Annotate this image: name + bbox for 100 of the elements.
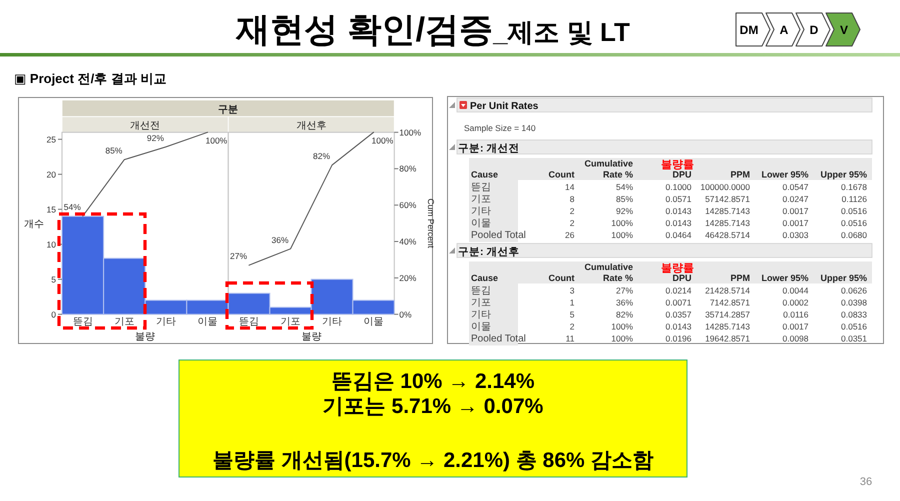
- text: Sample Size = 140: [464, 123, 536, 133]
- data-label: 0.0833: [841, 310, 868, 320]
- data-label: 82%: [616, 310, 634, 320]
- y2-tick-label: 40%: [399, 236, 417, 246]
- data-label: 27%: [616, 286, 634, 296]
- data-label: 0.0116: [783, 310, 809, 320]
- data-label: 100000.0000: [700, 182, 750, 192]
- data-label: 1: [570, 298, 575, 308]
- data-label: 0.1678: [841, 182, 868, 192]
- x-tick-label: 이물: [198, 316, 218, 328]
- text: 재현성 확인/검증: [235, 11, 494, 49]
- data-label: 100%: [372, 135, 394, 146]
- data-label: 0.0017: [782, 206, 809, 216]
- text: Pooled Total: [471, 230, 526, 241]
- data-label: 7142.8571: [710, 298, 750, 308]
- data-label: 14: [565, 182, 575, 192]
- x-tick-label: 뜯김: [72, 316, 93, 328]
- y-tick-label: 10: [46, 239, 56, 250]
- x-tick-label: 기타: [156, 316, 176, 328]
- x-tick-label: 기타: [322, 316, 342, 328]
- data-label: 100%: [611, 334, 634, 344]
- chart-subtitle: 개선전: [130, 120, 160, 132]
- data-label: 0.0098: [782, 334, 809, 344]
- data-label: 0.0464: [666, 230, 692, 240]
- data-label: 0.0143: [666, 218, 692, 228]
- y2-tick-label: 100%: [399, 127, 422, 138]
- data-label: 0.0626: [841, 286, 868, 296]
- text: 기타: [471, 206, 491, 217]
- category-label: Cumulative Rate %: [584, 158, 633, 180]
- y-tick-label: 20: [46, 169, 56, 180]
- data-label: 0.0196: [666, 334, 692, 344]
- y2-tick-label: 80%: [399, 164, 417, 174]
- x-tick-label: 기포: [280, 316, 301, 328]
- category-label: Count: [548, 273, 574, 283]
- data-label: 35714.2857: [705, 310, 750, 320]
- category-label: Cumulative Rate %: [584, 262, 633, 283]
- data-label: 0.0547: [782, 182, 809, 192]
- data-label: 36%: [616, 298, 634, 308]
- data-label: 54%: [616, 182, 634, 192]
- data-label: 36%: [272, 234, 289, 245]
- series-label: 뜯김: [471, 182, 491, 193]
- category-label: Upper 95%: [820, 273, 867, 283]
- data-label: 2: [570, 322, 575, 332]
- category-label: DM: [740, 23, 758, 37]
- data-label: 0.0017: [782, 322, 809, 332]
- y2-tick-label: 0%: [399, 309, 412, 320]
- data-label: 0.0357: [666, 310, 692, 320]
- data-label: 0.0680: [841, 230, 868, 240]
- data-label: 0.0002: [782, 298, 809, 308]
- data-label: 0.0143: [666, 322, 692, 332]
- data-label: 0.0044: [782, 286, 809, 296]
- data-label: 0.0398: [841, 298, 868, 308]
- y-tick-label: 25: [46, 134, 56, 144]
- data-label: 0.0516: [841, 218, 868, 228]
- data-label: 0.0017: [782, 218, 809, 228]
- data-label: 27%: [230, 251, 248, 262]
- data-label: 0.0071: [666, 298, 692, 308]
- category-label: PPM: [730, 273, 750, 283]
- category-label: Lower 95%: [761, 170, 808, 180]
- text: ▣ Project 전/후 결과 비교: [14, 71, 166, 86]
- text: Per Unit Rates: [470, 101, 539, 112]
- y-tick-label: 5: [51, 274, 56, 284]
- data-label: 8: [570, 194, 575, 204]
- category-label: V: [840, 23, 848, 37]
- y2-tick-label: 60%: [399, 200, 417, 210]
- data-label: 14285.7143: [705, 322, 750, 332]
- data-label: 0.1126: [842, 194, 868, 204]
- data-label: 92%: [146, 132, 164, 143]
- data-label: 82%: [313, 151, 330, 162]
- data-label: 2: [570, 206, 575, 216]
- data-label: 46428.5714: [705, 230, 750, 240]
- text: 기포: [471, 194, 491, 205]
- data-label: 92%: [616, 206, 634, 216]
- data-label: 19642.8571: [705, 334, 750, 344]
- data-label: 0.0571: [666, 194, 692, 204]
- y-tick-label: 15: [46, 204, 56, 214]
- text: 기포는 5.71% → 0.07%: [322, 395, 544, 418]
- text: 36: [860, 476, 872, 488]
- data-label: 21428.5714: [705, 286, 750, 296]
- text: 구분: 개선후: [458, 246, 520, 258]
- text: 이물: [471, 218, 491, 229]
- x-tick-label: 뜯김: [239, 316, 260, 328]
- data-label: 0.0351: [841, 334, 868, 344]
- x-tick-label: 이물: [364, 316, 384, 328]
- data-label: 5: [570, 310, 575, 320]
- data-label: 100%: [611, 218, 634, 228]
- category-label: D: [810, 23, 819, 37]
- data-label: 14285.7143: [705, 206, 750, 216]
- data-label: 14285.7143: [705, 218, 750, 228]
- data-label: 11: [566, 334, 575, 344]
- data-label: 0.0303: [782, 230, 809, 240]
- data-label: 57142.8571: [705, 194, 750, 204]
- legend-title: Cause: [471, 273, 498, 283]
- text: 기포: [471, 298, 491, 308]
- category-label: A: [780, 23, 789, 37]
- data-label: 0.1000: [666, 182, 692, 192]
- x-tick-label: 기포: [114, 316, 134, 328]
- x-axis-title: 불량: [135, 331, 156, 342]
- y2-tick-label: 20%: [399, 272, 417, 283]
- category-label: Count: [548, 170, 574, 180]
